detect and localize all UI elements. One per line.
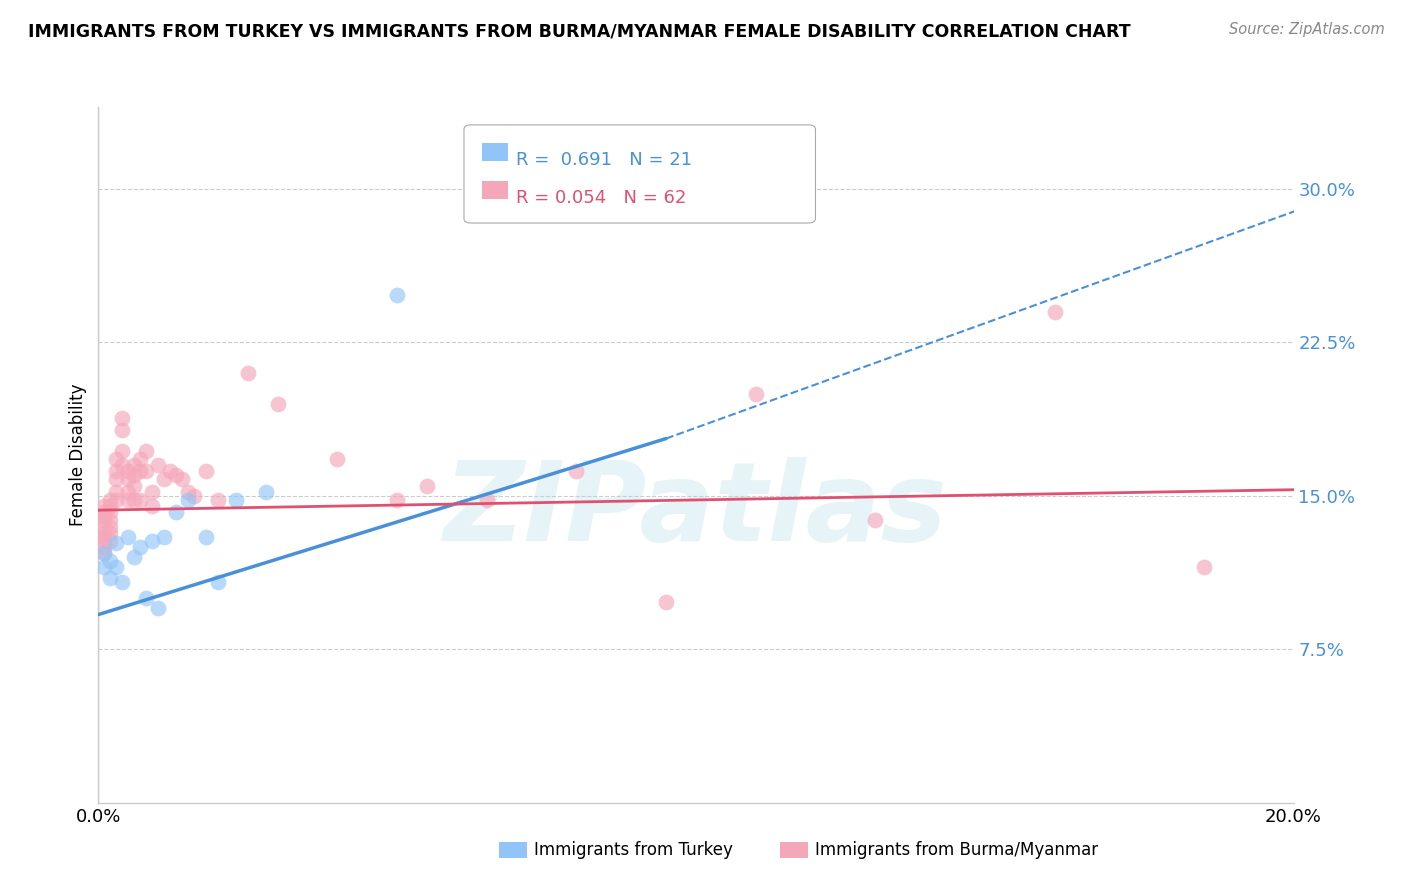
Point [655, 595, 678, 609]
Point [93, 560, 115, 574]
Point [159, 464, 181, 478]
Point [865, 513, 887, 527]
Point [129, 492, 152, 507]
Point [105, 484, 128, 499]
Point [117, 464, 139, 478]
Point [135, 464, 157, 478]
Point [416, 478, 439, 492]
Point [111, 411, 134, 425]
Point [124, 492, 146, 507]
Point [385, 288, 409, 302]
Point [129, 452, 152, 467]
Point [105, 473, 128, 487]
Point [385, 492, 409, 507]
Point [745, 386, 768, 401]
Point [93, 525, 115, 540]
Point [267, 397, 290, 411]
Point [105, 492, 128, 507]
Point [124, 468, 146, 483]
Point [148, 601, 170, 615]
Point [124, 458, 146, 472]
Point [129, 540, 152, 554]
Text: ZIPatlas: ZIPatlas [444, 457, 948, 564]
Point [100, 499, 122, 513]
Point [117, 473, 139, 487]
Point [111, 423, 134, 437]
Point [141, 499, 163, 513]
Point [105, 452, 128, 467]
Text: Immigrants from Burma/Myanmar: Immigrants from Burma/Myanmar [815, 841, 1098, 859]
Point [141, 484, 163, 499]
Point [93, 509, 115, 524]
Point [225, 492, 247, 507]
Point [207, 574, 229, 589]
Point [93, 546, 115, 560]
Point [117, 492, 139, 507]
Point [111, 574, 134, 589]
Text: R = 0.054   N = 62: R = 0.054 N = 62 [516, 189, 686, 207]
Point [100, 505, 122, 519]
Point [183, 489, 205, 503]
Point [207, 492, 229, 507]
Point [100, 571, 122, 585]
Point [135, 591, 157, 606]
Point [93, 533, 115, 548]
Point [129, 464, 152, 478]
Point [111, 458, 134, 472]
Point [105, 464, 128, 478]
Point [117, 484, 139, 499]
Point [165, 468, 187, 483]
Point [124, 550, 146, 565]
Point [195, 464, 218, 478]
Point [135, 443, 157, 458]
Point [195, 530, 218, 544]
Point [254, 484, 277, 499]
Point [105, 560, 128, 574]
Text: Source: ZipAtlas.com: Source: ZipAtlas.com [1229, 22, 1385, 37]
Point [177, 492, 200, 507]
Point [165, 505, 187, 519]
Point [1192, 560, 1215, 574]
Y-axis label: Female Disability: Female Disability [69, 384, 87, 526]
Point [93, 530, 115, 544]
Point [100, 525, 122, 540]
Point [105, 536, 128, 550]
Point [100, 533, 122, 548]
Point [141, 533, 163, 548]
Point [177, 484, 200, 499]
Point [124, 478, 146, 492]
Point [565, 464, 588, 478]
Point [153, 473, 176, 487]
Point [1043, 304, 1066, 318]
Point [117, 530, 139, 544]
Point [148, 458, 170, 472]
Point [153, 530, 176, 544]
Point [93, 513, 115, 527]
Point [475, 492, 498, 507]
Point [236, 366, 259, 380]
Point [100, 492, 122, 507]
Text: R =  0.691   N = 21: R = 0.691 N = 21 [516, 151, 692, 169]
Point [172, 473, 194, 487]
Point [326, 452, 349, 467]
Text: IMMIGRANTS FROM TURKEY VS IMMIGRANTS FROM BURMA/MYANMAR FEMALE DISABILITY CORREL: IMMIGRANTS FROM TURKEY VS IMMIGRANTS FRO… [28, 22, 1130, 40]
Point [93, 499, 115, 513]
Point [93, 540, 115, 554]
Point [100, 513, 122, 527]
Point [111, 443, 134, 458]
Text: Immigrants from Turkey: Immigrants from Turkey [534, 841, 733, 859]
Point [93, 546, 115, 560]
Point [100, 554, 122, 568]
Point [93, 519, 115, 533]
Point [93, 505, 115, 519]
Point [100, 519, 122, 533]
